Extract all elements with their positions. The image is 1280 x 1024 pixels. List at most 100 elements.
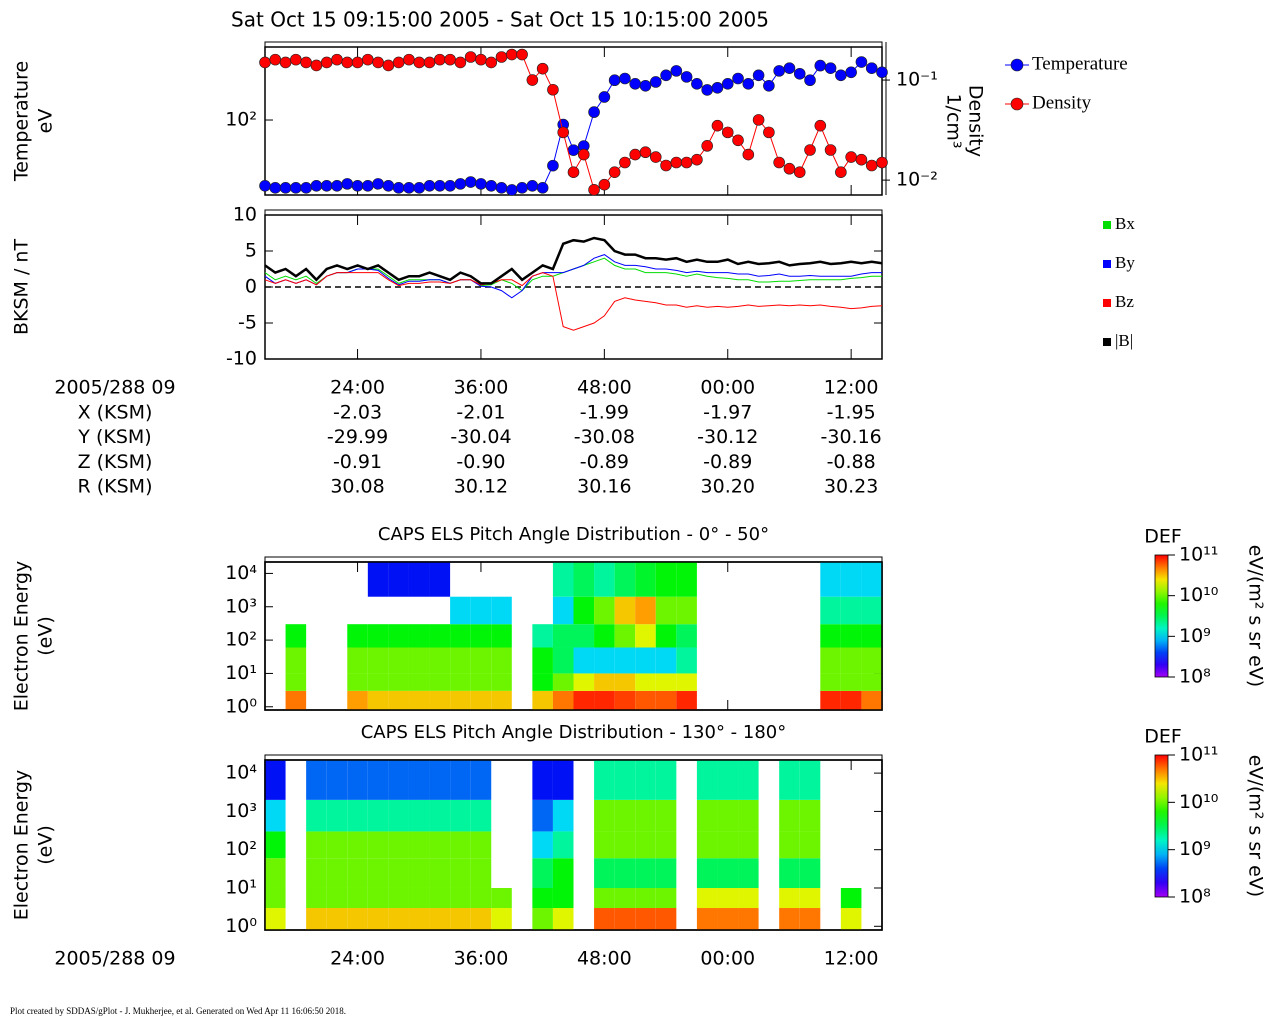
data-point	[475, 53, 487, 66]
data-point	[588, 184, 600, 196]
plot-frame-top	[264, 209, 883, 216]
y-tick-label: 10¹	[225, 662, 257, 684]
heatmap-cell	[429, 887, 451, 909]
data-point	[814, 119, 827, 132]
data-point	[444, 179, 456, 192]
heatmap-cell	[820, 562, 841, 597]
ephemeris-value: -1.99	[580, 402, 629, 424]
colorbar-label: eV/(m² s sr eV)	[1245, 545, 1267, 687]
heatmap-cell	[491, 647, 512, 674]
heatmap-cell	[470, 908, 492, 930]
x-tick-label: 24:00	[330, 377, 385, 399]
heatmap-cell	[861, 596, 882, 625]
heatmap-cell	[408, 690, 430, 710]
data-point	[392, 182, 405, 194]
panel-title: CAPS ELS Pitch Angle Distribution - 130°…	[361, 722, 787, 743]
heatmap-cell	[717, 831, 739, 859]
heatmap-cell	[779, 760, 800, 800]
ephemeris-value: -1.95	[827, 402, 876, 424]
data-point	[320, 179, 333, 192]
data-point	[382, 59, 395, 72]
heatmap-cell	[388, 690, 409, 710]
y-axis-label: (eV)	[35, 616, 57, 656]
heatmap-cell	[676, 596, 697, 625]
heatmap-cell	[840, 624, 862, 648]
heatmap-cell	[614, 562, 636, 597]
heatmap-cell	[655, 908, 677, 930]
heatmap-cell	[408, 760, 430, 800]
data-point	[475, 178, 487, 190]
heatmap-cell	[347, 858, 368, 888]
heatmap-cell	[532, 624, 553, 648]
heatmap-cell	[408, 908, 430, 930]
data-point	[372, 178, 384, 190]
heatmap-cell	[429, 858, 451, 888]
heatmap-cell	[552, 760, 574, 800]
heatmap-cell	[347, 624, 368, 648]
colorbar-tick-label: 10¹⁰	[1179, 791, 1218, 813]
heatmap-cell	[408, 647, 430, 674]
heatmap-cell	[470, 596, 492, 625]
heatmap-cell	[861, 647, 882, 674]
heatmap-cell	[429, 673, 451, 691]
data-point	[742, 148, 755, 161]
data-point	[495, 182, 508, 194]
data-point	[464, 176, 477, 188]
heatmap-cell	[840, 647, 862, 674]
heatmap-cell	[676, 562, 697, 597]
heatmap-cell	[676, 624, 697, 648]
legend-label: |B|	[1115, 331, 1133, 350]
series-line	[264, 236, 883, 285]
heatmap-cell	[655, 799, 677, 832]
heatmap-cell	[388, 624, 409, 648]
ephemeris-value: -30.08	[574, 426, 635, 448]
x-tick-label: 48:00	[577, 377, 632, 399]
heatmap-cell	[594, 858, 615, 888]
heatmap-cell	[265, 831, 286, 859]
heatmap-cell	[594, 624, 615, 648]
data-point	[362, 179, 374, 192]
data-point	[434, 53, 446, 66]
y-axis-label: BKSM / nT	[11, 239, 33, 335]
data-point	[341, 56, 354, 69]
data-point	[423, 56, 436, 69]
x-axis-label: 2005/288 09	[54, 377, 175, 399]
heatmap-cell	[614, 908, 636, 930]
y-axis-label: (eV)	[35, 825, 57, 865]
data-point	[773, 156, 785, 169]
heatmap-cell	[326, 799, 348, 832]
heatmap-cell	[655, 624, 677, 648]
data-point	[804, 74, 816, 87]
heatmap-cell	[265, 887, 286, 909]
data-point	[855, 153, 868, 166]
colorbar	[1154, 554, 1169, 678]
heatmap-cell	[635, 908, 656, 930]
heatmap-cell	[594, 596, 615, 625]
heatmap-cell	[326, 760, 348, 800]
y-tick-label: 10²	[225, 629, 257, 651]
heatmap-cell	[614, 690, 636, 710]
colorbar-tick-label: 10¹⁰	[1179, 584, 1218, 606]
data-point	[711, 81, 724, 94]
data-point	[413, 56, 426, 69]
data-point	[814, 59, 827, 72]
heatmap-cell	[717, 887, 739, 909]
legend-marker	[1103, 260, 1111, 268]
heatmap-cell	[738, 908, 759, 930]
heatmap-cell	[285, 624, 307, 648]
heatmap-cell	[861, 673, 882, 691]
data-point	[763, 79, 775, 92]
data-point	[701, 84, 713, 96]
heatmap-cell	[552, 624, 574, 648]
heatmap-cell	[388, 799, 409, 832]
heatmap-cell	[470, 647, 492, 674]
heatmap-cell	[388, 858, 409, 888]
heatmap-cell	[450, 908, 471, 930]
data-point	[876, 66, 888, 79]
heatmap-cell	[429, 760, 451, 800]
heatmap-cell	[367, 887, 389, 909]
heatmap-cell	[655, 647, 677, 674]
data-point	[290, 182, 302, 194]
y2-axis-label: Density	[965, 85, 987, 157]
heatmap-cell	[552, 647, 574, 674]
